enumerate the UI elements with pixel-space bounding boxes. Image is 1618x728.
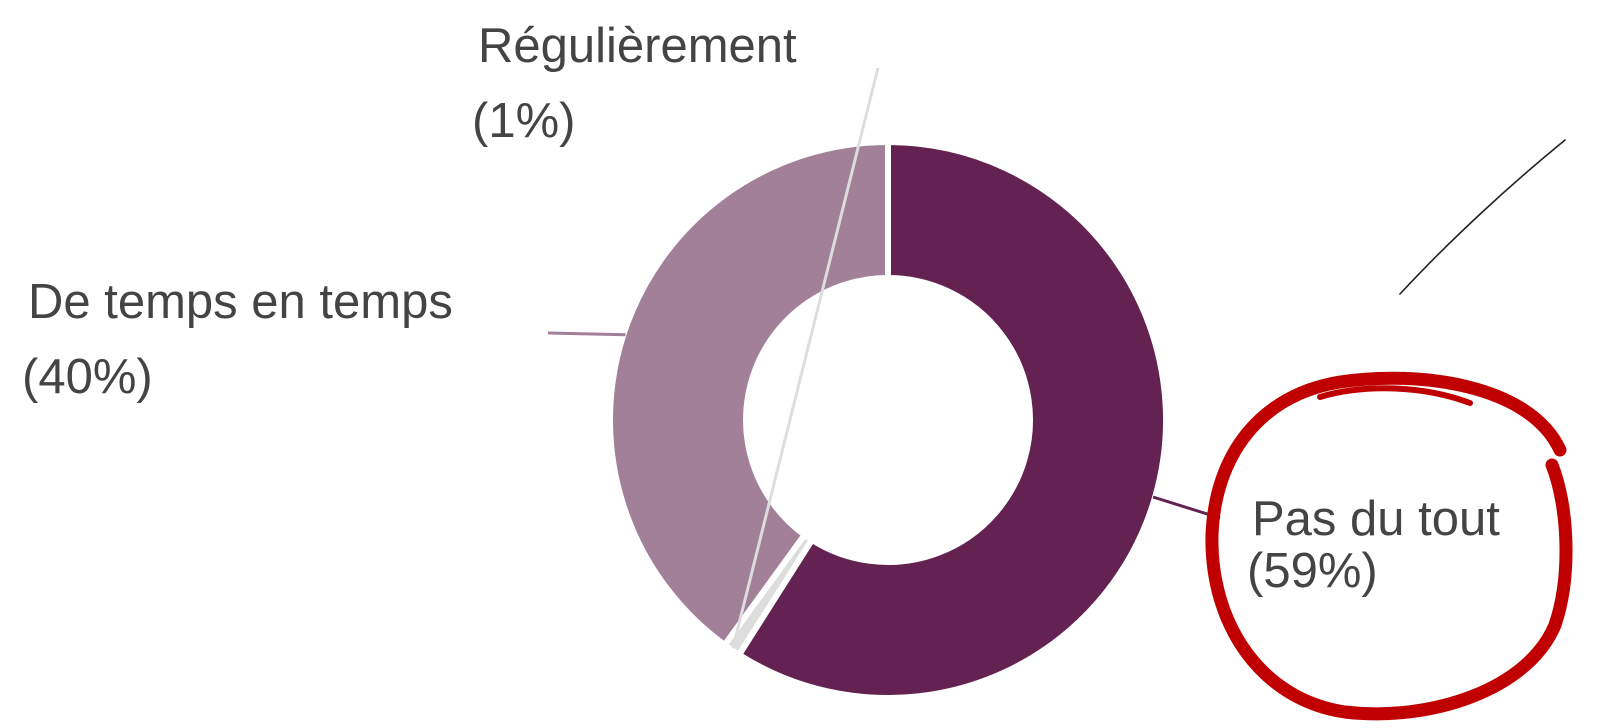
slice-de-temps-en-temps: [607, 139, 891, 648]
pen-stroke-annotation: [1399, 139, 1566, 295]
slice-pas-du-tout: [736, 139, 1169, 701]
label-regulierement-percent: (1%): [472, 94, 575, 148]
donut-slices: [607, 139, 1169, 701]
highlight-circle-annotation-inner: [1317, 385, 1473, 406]
label-regulierement-name: Régulièrement: [478, 19, 797, 73]
leader-line-regulierement: [731, 67, 880, 649]
slice-labels: Régulièrement (1%) De temps en temps (40…: [22, 19, 1500, 598]
label-de-temps-en-temps-percent: (40%): [22, 350, 153, 404]
leader-line-de-temps-en-temps: [547, 331, 626, 337]
label-de-temps-en-temps-name: De temps en temps: [28, 275, 453, 329]
annotations: [1205, 139, 1573, 721]
label-pas-du-tout-name: Pas du tout: [1252, 492, 1500, 546]
highlight-circle-annotation: [1205, 371, 1573, 721]
label-pas-du-tout-percent: (59%): [1247, 544, 1378, 598]
